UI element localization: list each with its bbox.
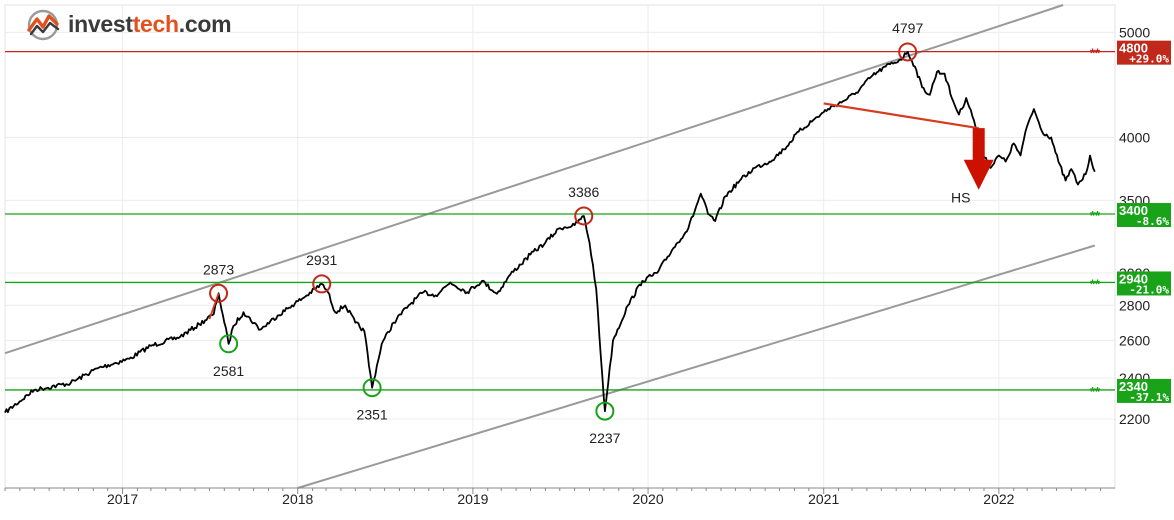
head-and-shoulders-pattern: HS: [208, 102, 994, 320]
level-badge: [1117, 40, 1171, 65]
trend-channel: [4, 4, 1096, 489]
plot-area: [4, 4, 1116, 489]
low-marker: [219, 334, 239, 354]
level-value-label: 3400: [1119, 203, 1148, 218]
x-tick-label: 2021: [808, 491, 839, 507]
high-marker: [898, 42, 918, 62]
level-badge: [1117, 378, 1171, 403]
high-marker: [209, 283, 229, 303]
y-tick-label: 4000: [1119, 129, 1150, 145]
grid: [4, 4, 1116, 489]
level-strength-stars: **: [1090, 46, 1101, 61]
high-marker: [574, 206, 594, 226]
y-tick-label: 2200: [1119, 411, 1150, 427]
level-badge: [1117, 271, 1171, 296]
support-resistance-levels: [5, 51, 1115, 391]
level-percent-label: +29.0%: [1129, 53, 1169, 66]
level-percent-label: -37.1%: [1129, 391, 1169, 404]
pattern-highlight-segment: [208, 293, 220, 320]
high-marker: [312, 274, 332, 294]
logo-word-com: .com: [178, 10, 232, 37]
price-line: [4, 51, 1096, 414]
investtech-chart-logo-icon: [27, 9, 60, 41]
price-series: [4, 51, 1096, 414]
x-tick-label: 2022: [983, 491, 1014, 507]
high-value-label: 2931: [306, 252, 337, 268]
x-tick-label: 2017: [107, 491, 138, 507]
level-value-label: 2940: [1119, 271, 1148, 286]
level-percent-label: -21.0%: [1129, 283, 1169, 296]
hs-pattern-label: HS: [951, 190, 970, 206]
high-value-label: 3386: [568, 184, 599, 200]
y-tick-label: 5000: [1119, 24, 1150, 40]
x-tick-label: 2019: [457, 491, 488, 507]
channel-lower-line: [297, 244, 1096, 489]
level-strength-stars: **: [1090, 384, 1101, 399]
logo-word-tech: tech: [132, 10, 179, 37]
investtech-logo[interactable]: investtech.com: [26, 6, 232, 42]
low-marker: [595, 401, 615, 421]
x-tick-label: 2020: [632, 491, 663, 507]
level-value-label: 4800: [1119, 41, 1148, 56]
logo-word-invest: invest: [68, 10, 133, 37]
logo-wordmark: investtech.com: [68, 10, 232, 38]
level-strength-stars: **: [1090, 208, 1101, 223]
y-tick-label: 2800: [1119, 297, 1150, 313]
channel-upper-line: [4, 4, 1064, 355]
high-value-label: 4797: [892, 20, 923, 36]
level-value-label: 2340: [1119, 379, 1148, 394]
low-marker: [362, 378, 382, 398]
level-badges: ** 4800+29.0% ** 3400-8.6% ** 2940-21.0% ** 234…: [1090, 40, 1171, 404]
x-tick-label: 2018: [282, 491, 313, 507]
extreme-markers: 2873 2931 3386 4797 2581 2351 2237: [203, 20, 923, 446]
hs-target-arrow: [963, 128, 994, 190]
hs-neckline: [823, 102, 979, 130]
level-percent-label: -8.6%: [1136, 215, 1169, 228]
high-value-label: 2873: [203, 261, 234, 277]
level-strength-stars: **: [1090, 276, 1101, 291]
level-badge: [1117, 203, 1171, 228]
low-value-label: 2351: [357, 407, 388, 423]
low-value-label: 2237: [589, 430, 620, 446]
y-tick-label: 2600: [1119, 332, 1150, 348]
low-value-label: 2581: [213, 363, 244, 379]
